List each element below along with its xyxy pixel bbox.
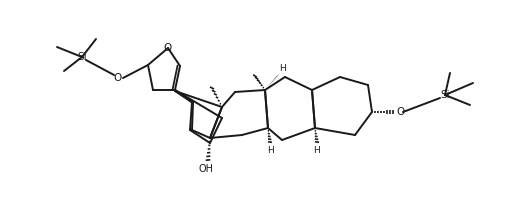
- Text: OH: OH: [199, 164, 214, 174]
- Text: H: H: [314, 146, 320, 155]
- Text: O: O: [164, 43, 172, 53]
- Text: O: O: [396, 107, 404, 117]
- Text: H: H: [267, 146, 274, 155]
- Text: H: H: [279, 64, 286, 73]
- Text: Si: Si: [440, 90, 450, 100]
- Text: Si: Si: [77, 52, 87, 62]
- Polygon shape: [265, 74, 279, 90]
- Polygon shape: [175, 90, 194, 105]
- Text: O: O: [114, 73, 122, 83]
